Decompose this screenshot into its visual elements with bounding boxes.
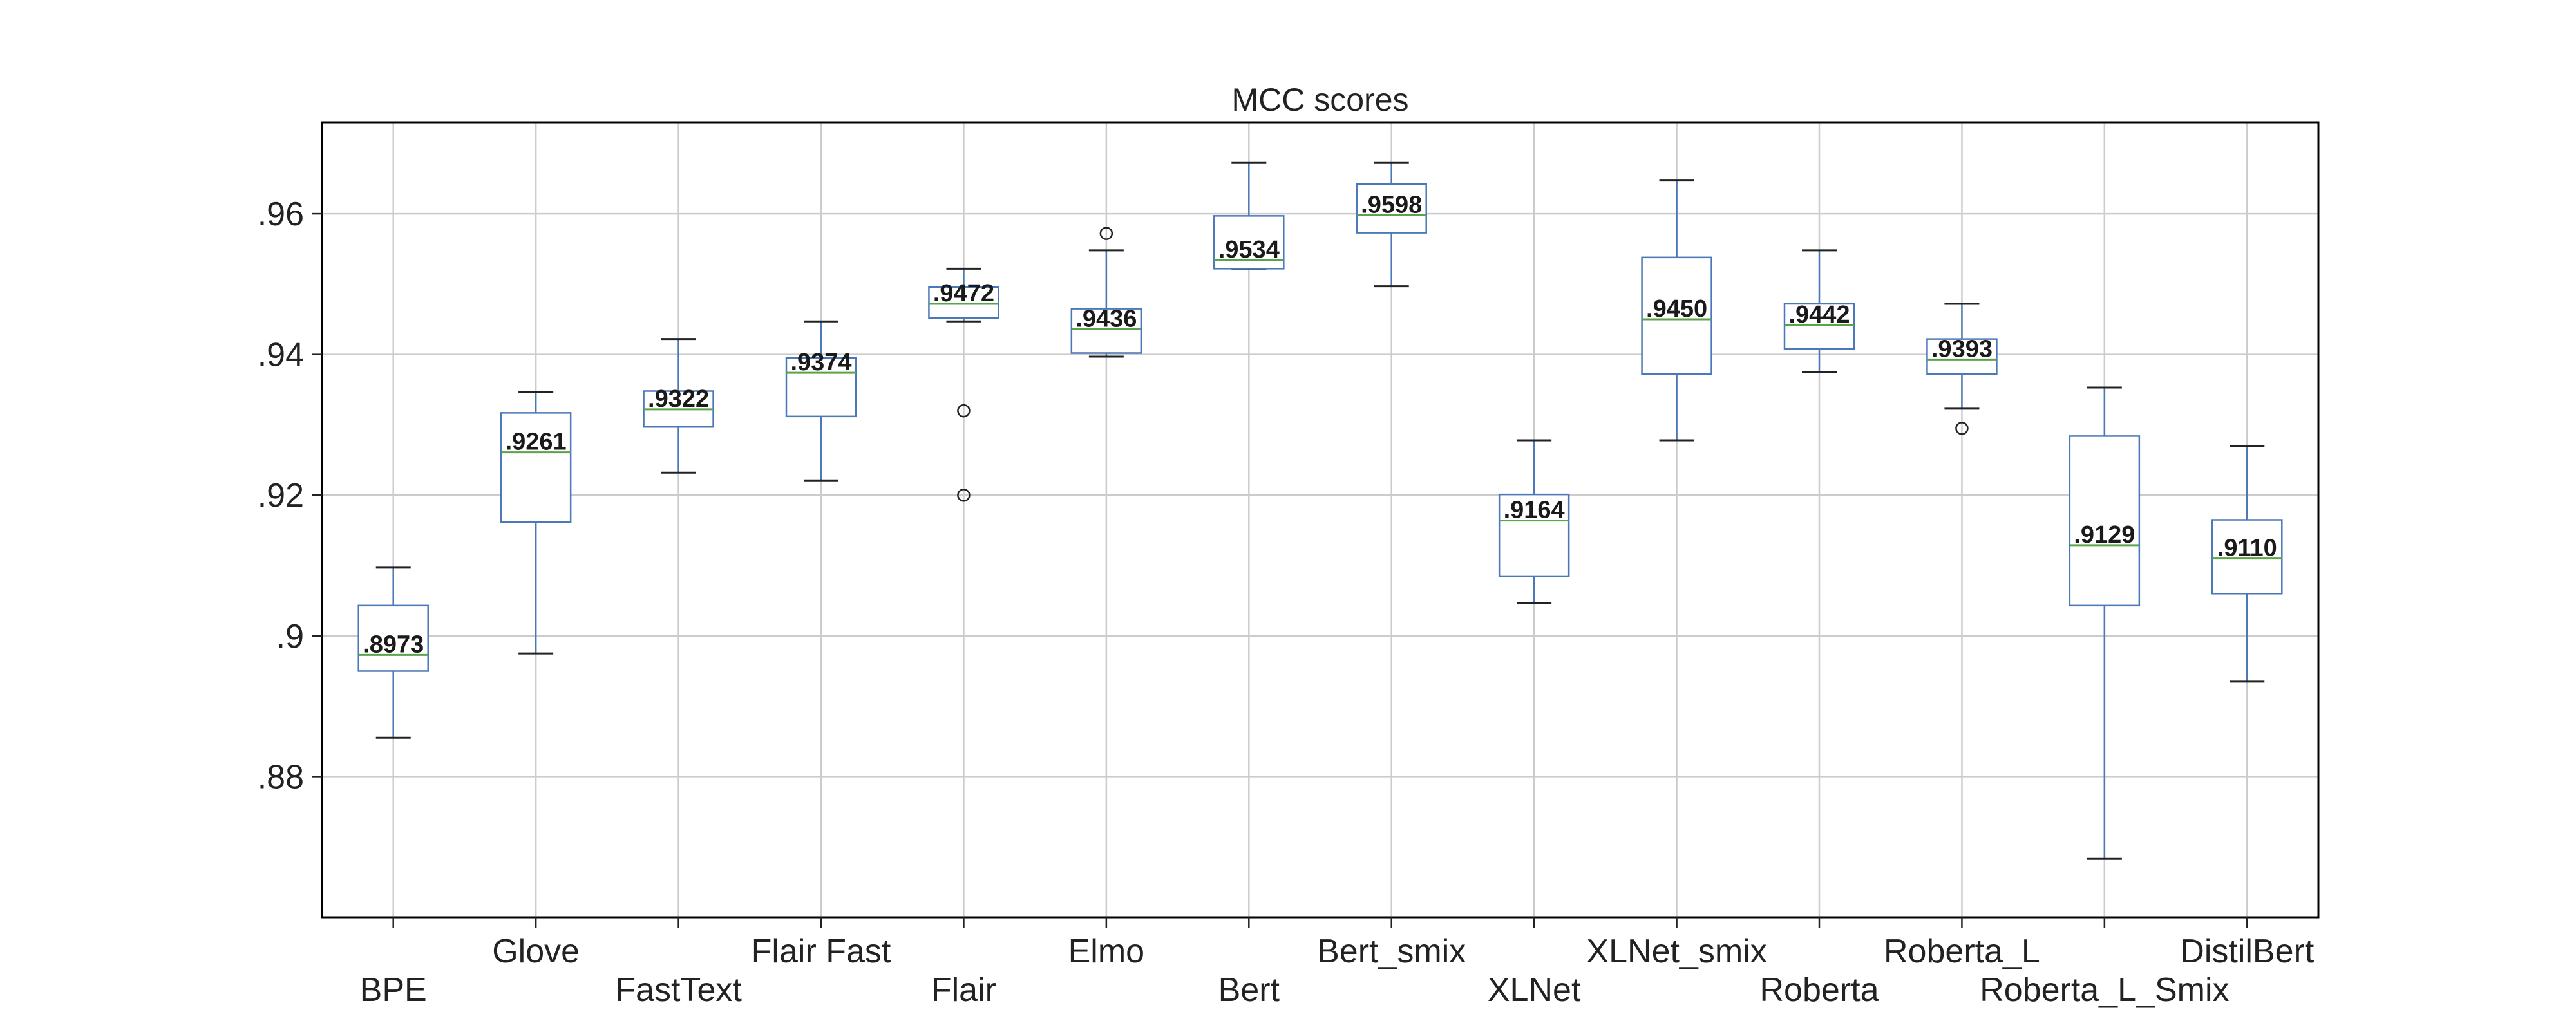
x-tick-label: Flair <box>931 971 996 1009</box>
x-tick-label: XLNet_smix <box>1586 933 1766 970</box>
y-tick-label: .92 <box>258 477 304 514</box>
outlier-point <box>957 404 971 418</box>
x-tick-label: DistilBert <box>2180 933 2315 970</box>
box-distilbert: .9110 <box>2211 445 2283 683</box>
y-tick-label: .9 <box>276 618 304 655</box>
box-iqr <box>357 604 429 672</box>
median-value-label: .9393 <box>1931 335 1993 362</box>
median-value-label: .9261 <box>506 429 567 456</box>
box-iqr <box>785 357 857 418</box>
box-roberta: .9442 <box>1783 249 1855 373</box>
outlier-point <box>1099 227 1113 240</box>
plot-frame <box>321 121 2320 919</box>
box-iqr <box>1783 303 1855 350</box>
box-roberta-l: .9393 <box>1926 303 1998 435</box>
box-iqr <box>1070 308 1142 354</box>
x-tick-label: Roberta_L_Smix <box>1980 971 2229 1009</box>
axes-group: .88 .9 .92 .94 .96 BPE Glove FastText Flair Fast… <box>258 196 2315 1009</box>
box-iqr <box>2069 435 2141 607</box>
median-value-label: .9534 <box>1218 236 1280 263</box>
x-tick-label: Glove <box>492 933 580 970</box>
median-value-label: .9129 <box>2074 521 2135 548</box>
box-xlnet-smix: .9450 <box>1641 179 1712 442</box>
box-bpe: .8973 <box>357 566 429 739</box>
x-tick-label: Bert_smix <box>1317 933 1466 970</box>
median-value-label: .9110 <box>2217 535 2277 562</box>
x-tick-label: Roberta_L <box>1884 933 2040 970</box>
y-tick-label: .96 <box>258 196 304 233</box>
median-value-label: .9598 <box>1361 191 1422 218</box>
box-elmo: .9436 <box>1070 227 1142 358</box>
box-iqr <box>1498 493 1570 577</box>
median-value-label: .9322 <box>648 386 709 413</box>
median-value-label: .9442 <box>1788 301 1850 328</box>
x-tick-label: Elmo <box>1068 933 1144 970</box>
x-tick-label: Bert <box>1218 971 1280 1009</box>
outlier-point <box>957 488 971 502</box>
x-tick-label: XLNet <box>1488 971 1581 1009</box>
median-value-label: .9450 <box>1646 295 1707 323</box>
box-iqr <box>2211 519 2283 595</box>
box-iqr <box>500 412 572 523</box>
x-tick-label: Roberta <box>1760 971 1879 1009</box>
box-bert-smix: .9598 <box>1356 161 1427 288</box>
boxes-group: .8973 .9261 .9322 .9374 .9472 .9436 .9534 .9598… <box>357 161 2283 860</box>
grid-lines <box>322 122 2318 917</box>
y-tick-label: .94 <box>258 337 304 374</box>
x-tick-label: FastText <box>615 971 742 1009</box>
box-iqr <box>928 286 999 319</box>
outlier-point <box>1955 422 1969 435</box>
median-value-label: .9436 <box>1075 305 1137 332</box>
box-xlnet: .9164 <box>1498 439 1570 604</box>
box-flair-fast: .9374 <box>785 320 857 482</box>
box-flair: .9472 <box>928 267 999 502</box>
box-iqr <box>1641 256 1712 375</box>
box-iqr <box>1356 183 1427 234</box>
median-value-label: .9374 <box>790 349 851 376</box>
x-tick-label: Flair Fast <box>752 933 891 970</box>
y-tick-label: .88 <box>258 758 304 796</box>
x-tick-label: BPE <box>360 971 427 1009</box>
box-bert: .9534 <box>1213 161 1285 270</box>
box-iqr <box>1926 338 1998 375</box>
box-roberta-l-smix: .9129 <box>2069 386 2141 860</box>
box-glove: .9261 <box>500 391 572 655</box>
box-fasttext: .9322 <box>643 338 714 474</box>
chart-title: MCC scores <box>1231 82 1408 118</box>
median-value-label: .9164 <box>1504 497 1565 524</box>
median-value-label: .9472 <box>933 280 994 307</box>
median-value-label: .8973 <box>363 631 424 658</box>
